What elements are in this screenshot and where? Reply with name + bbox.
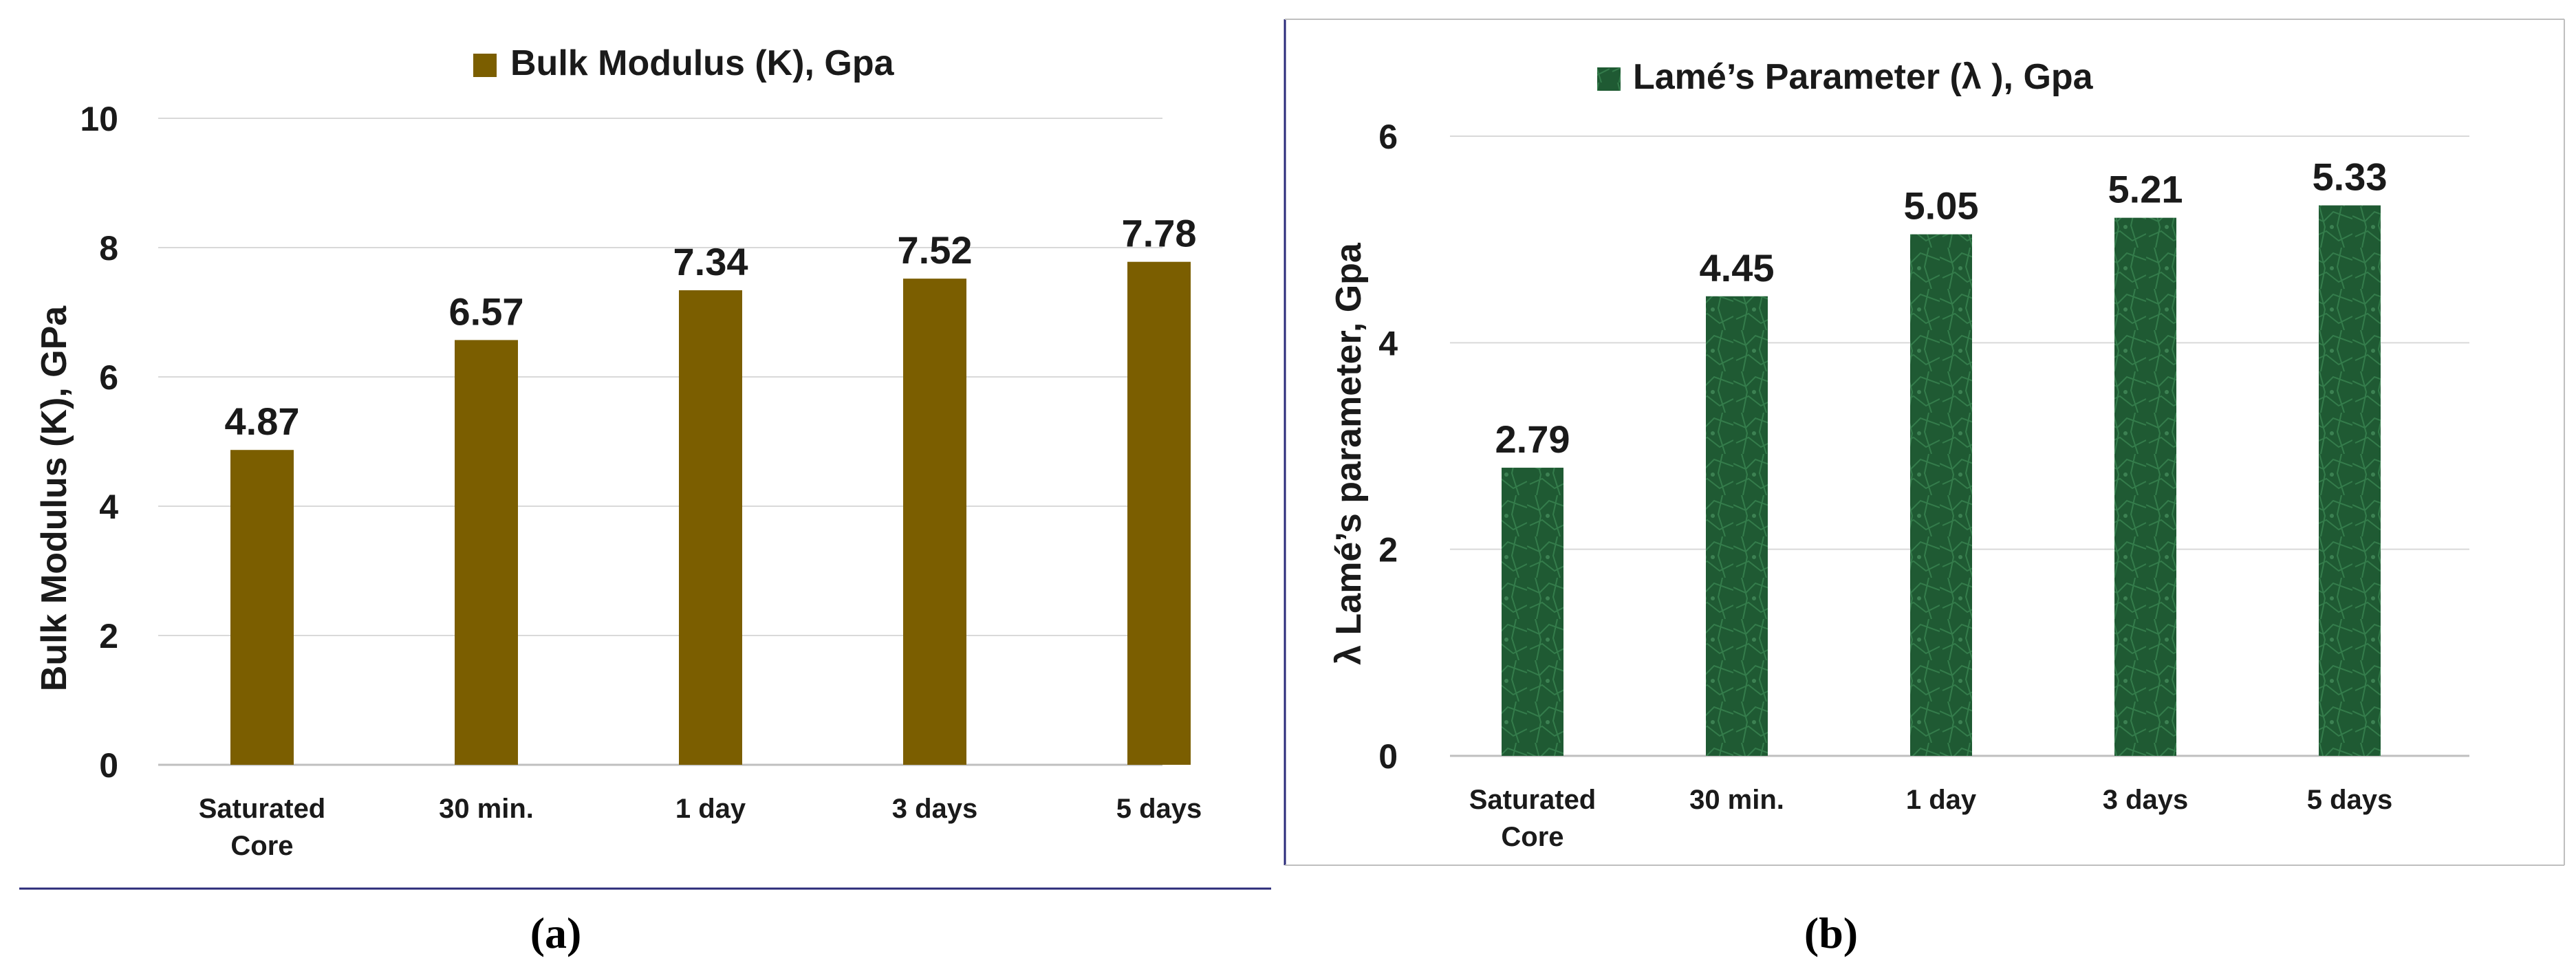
bulk-bar	[679, 290, 742, 765]
lame-y-tick-label: 2	[1378, 531, 1398, 569]
lame-bar	[2319, 205, 2381, 756]
bulk-value-label: 7.34	[673, 240, 748, 283]
bulk-bar	[1127, 261, 1191, 765]
bulk-bars	[230, 261, 1191, 765]
bulk-y-tick-label: 6	[99, 358, 118, 397]
lame-category-label: 5 days	[2307, 785, 2393, 815]
bulk-legend-label: Bulk Modulus (K), Gpa	[510, 43, 895, 83]
bulk-bar	[230, 450, 294, 765]
bulk-y-tick-labels: 0 2 4 6 8 10	[80, 100, 118, 785]
bulk-legend-swatch	[473, 54, 497, 77]
bulk-value-labels: 4.87 6.57 7.34 7.52 7.78	[225, 212, 1197, 444]
lame-bar	[1706, 296, 1768, 757]
lame-category-label: 1 day	[1906, 785, 1977, 815]
lame-value-label: 5.21	[2108, 168, 2183, 211]
lame-value-labels: 2.79 4.45 5.05 5.21 5.33	[1495, 155, 2388, 461]
bulk-y-tick-label: 2	[99, 617, 118, 655]
lame-value-label: 5.33	[2313, 155, 2388, 199]
bulk-category-label: 30 min.	[439, 794, 534, 824]
lame-y-axis-label: λ Lamé’s parameter, Gpa	[1329, 242, 1369, 665]
bulk-y-tick-label: 4	[99, 488, 118, 526]
bulk-y-axis-label: Bulk Modulus (K), GPa	[34, 305, 74, 692]
lame-bar	[2114, 217, 2176, 756]
bulk-y-tick-label: 8	[99, 229, 118, 268]
lame-y-tick-label: 0	[1378, 737, 1398, 776]
bulk-value-label: 6.57	[449, 290, 524, 333]
bulk-y-tick-label: 10	[80, 100, 118, 138]
bulk-bar	[455, 340, 518, 765]
panel-a-caption: (a)	[530, 909, 582, 957]
lame-category-label: 3 days	[2103, 785, 2189, 815]
lame-legend-label: Lamé’s Parameter (λ ), Gpa	[1633, 57, 2094, 97]
lame-legend: Lamé’s Parameter (λ ), Gpa	[1597, 57, 2094, 97]
lame-category-labels: Saturated Core 30 min. 1 day 3 days 5 days	[1469, 785, 2393, 852]
bulk-value-label: 7.78	[1122, 212, 1197, 255]
lame-bar	[1502, 468, 1563, 756]
lame-parameter-chart: 0 2 4 6 2.79 4.45 5.05 5.21 5.33 Saturated Core 3…	[1284, 19, 2565, 957]
bulk-value-label: 4.87	[225, 400, 300, 443]
lame-value-label: 2.79	[1495, 417, 1570, 461]
bulk-value-label: 7.52	[898, 228, 973, 272]
bulk-category-label: 1 day	[675, 794, 746, 824]
lame-value-label: 4.45	[1700, 246, 1775, 290]
lame-bars	[1502, 205, 2381, 757]
bulk-category-label: 3 days	[892, 794, 978, 824]
lame-bar	[1910, 234, 1972, 756]
bulk-category-label: 5 days	[1116, 794, 1202, 824]
bulk-legend: Bulk Modulus (K), Gpa	[473, 43, 895, 83]
lame-y-tick-label: 6	[1378, 118, 1398, 156]
bulk-category-label: Saturated Core	[199, 794, 326, 861]
lame-y-tick-label: 4	[1378, 324, 1398, 362]
bulk-y-tick-label: 0	[99, 746, 118, 785]
bulk-modulus-chart: 0 2 4 6 8 10 4.87 6.57 7.34 7.52 7.78 Saturated Co…	[19, 43, 1271, 957]
lame-y-tick-labels: 0 2 4 6	[1378, 118, 1398, 776]
lame-value-label: 5.05	[1904, 184, 1979, 228]
lame-category-label: 30 min.	[1689, 785, 1784, 815]
lame-legend-swatch	[1597, 67, 1621, 91]
panel-b-caption: (b)	[1804, 909, 1858, 957]
lame-category-label: Saturated Core	[1469, 785, 1597, 852]
bulk-bar	[903, 279, 966, 765]
bulk-gridlines	[158, 118, 1162, 636]
bulk-category-labels: Saturated Core 30 min. 1 day 3 days 5 days	[199, 794, 1202, 861]
